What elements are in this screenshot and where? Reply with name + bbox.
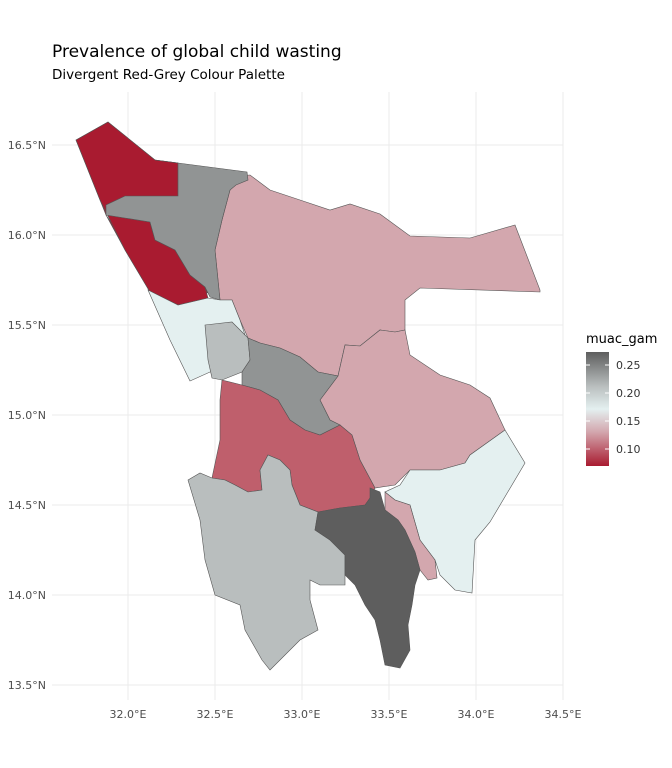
y-tick-label: 14.5°N <box>8 499 46 512</box>
legend-label: 0.25 <box>616 359 641 372</box>
x-tick-label: 33.0°E <box>284 708 321 721</box>
x-tick-label: 34.0°E <box>458 708 495 721</box>
x-tick-label: 32.5°E <box>197 708 234 721</box>
map-title: Prevalence of global child wasting <box>52 42 342 62</box>
legend-label: 0.15 <box>616 415 641 428</box>
y-tick-label: 14.0°N <box>8 589 46 602</box>
legend-title: muac_gam <box>586 332 657 347</box>
x-tick-label: 33.5°E <box>371 708 408 721</box>
x-tick-label: 34.5°E <box>545 708 582 721</box>
map-subtitle: Divergent Red-Grey Colour Palette <box>52 67 285 83</box>
x-tick-label: 32.0°E <box>110 708 147 721</box>
y-tick-label: 16.5°N <box>8 139 46 152</box>
region-northwest-grey <box>105 159 249 301</box>
y-tick-label: 16.0°N <box>8 229 46 242</box>
y-tick-label: 15.0°N <box>8 409 46 422</box>
y-tick-label: 13.5°N <box>8 679 46 692</box>
legend-label: 0.20 <box>616 387 641 400</box>
legend-colorbar <box>586 352 609 466</box>
region-south-dark <box>314 487 421 669</box>
legend-label: 0.10 <box>616 443 641 456</box>
y-tick-label: 15.5°N <box>8 319 46 332</box>
